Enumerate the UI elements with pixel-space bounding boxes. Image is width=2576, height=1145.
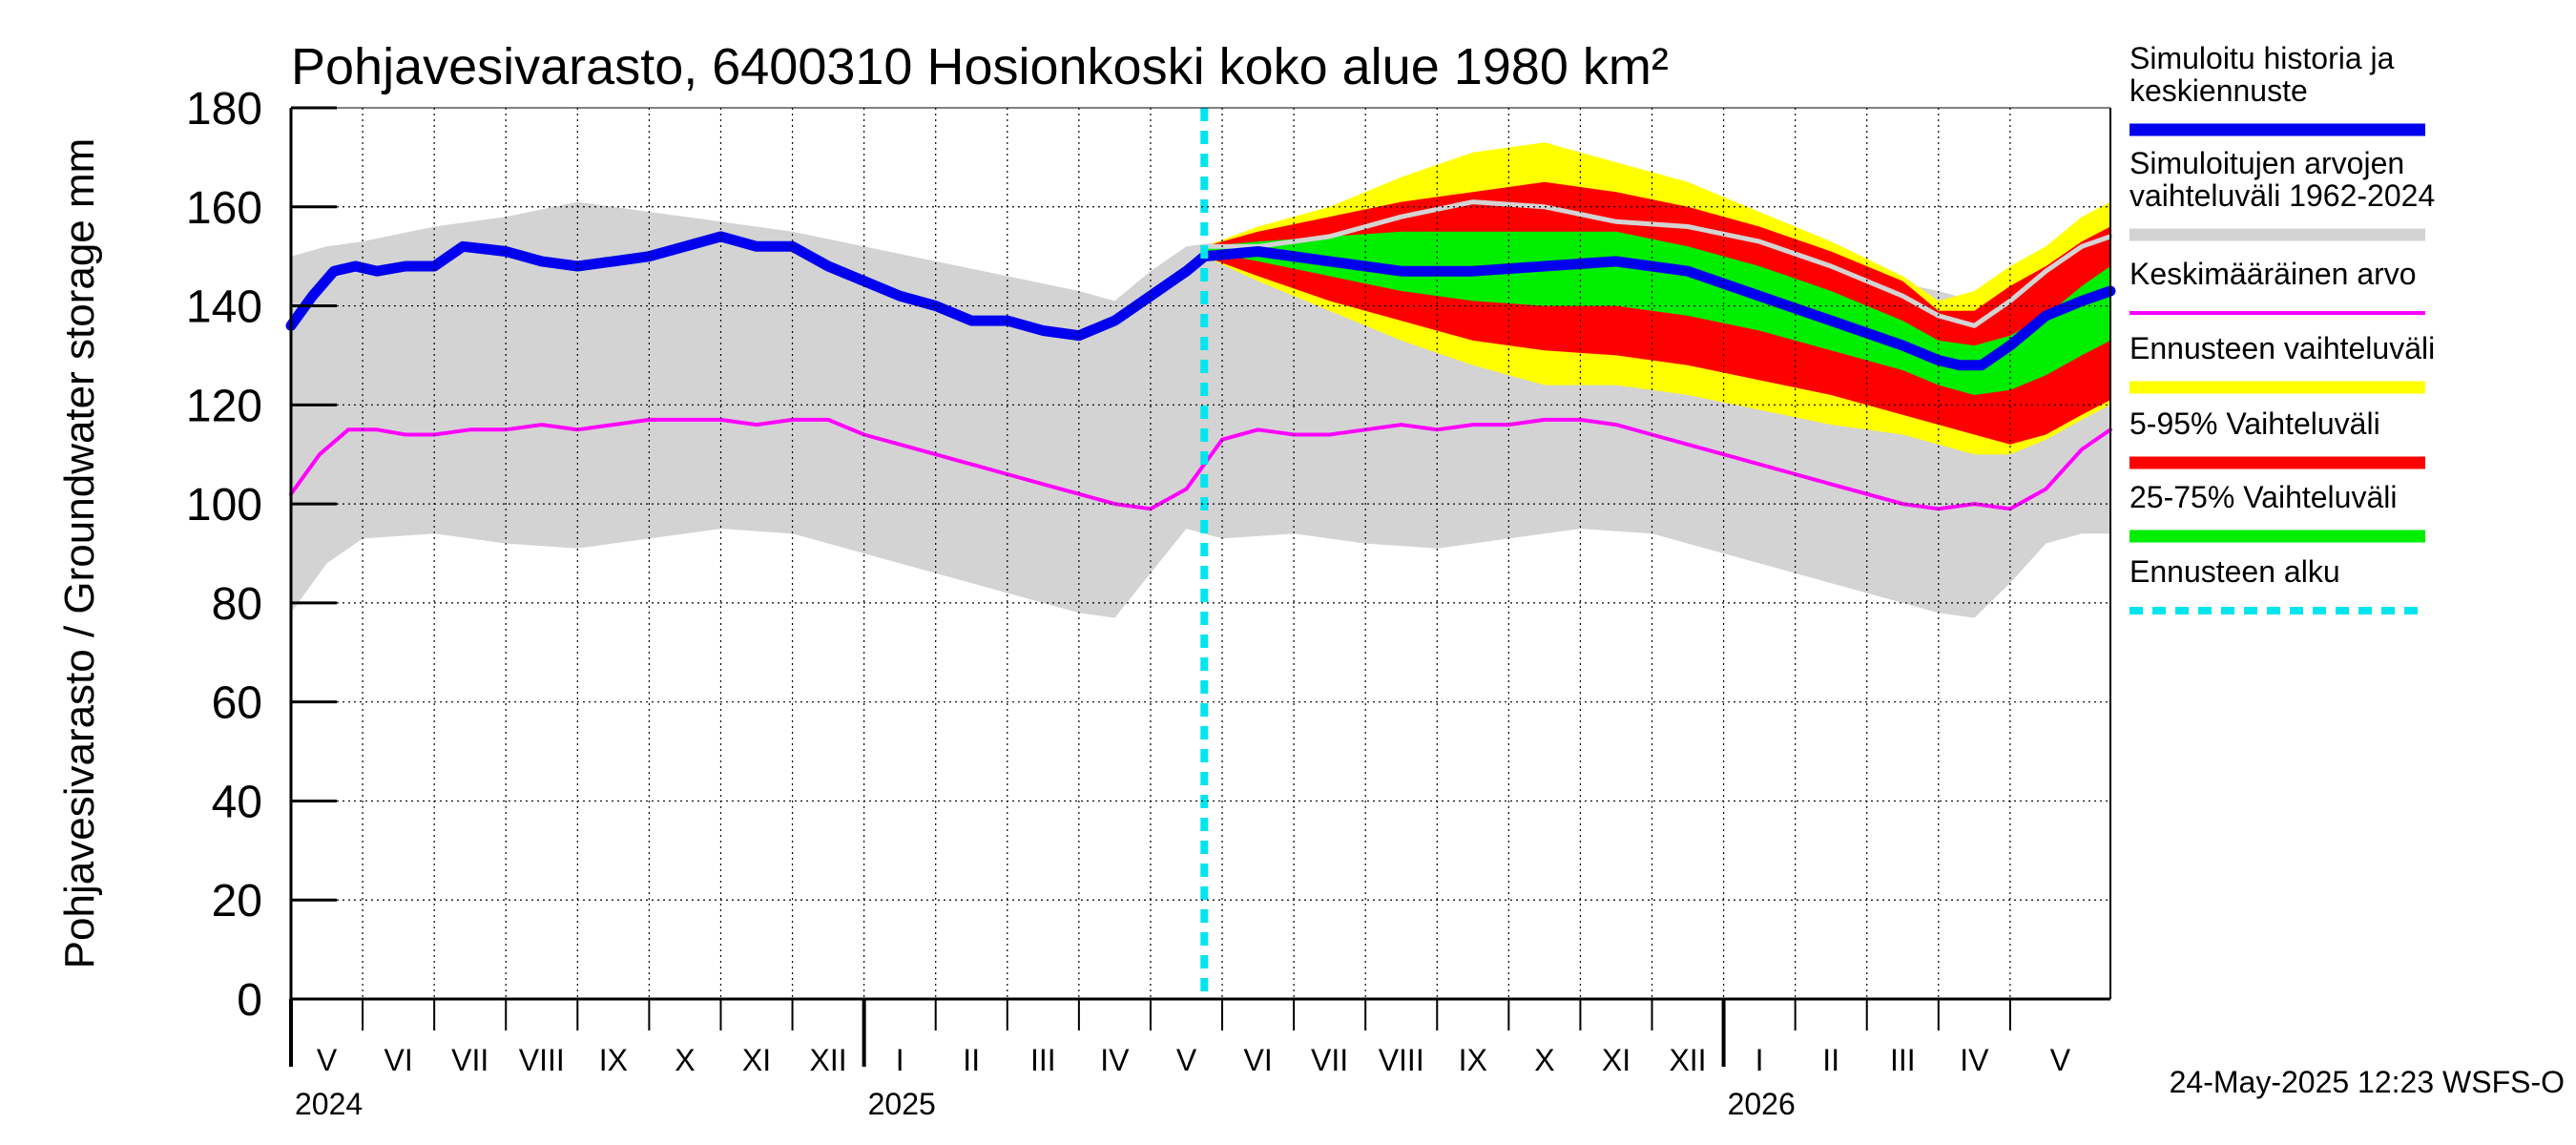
legend-label: 5-95% Vaihteluväli [2129, 406, 2380, 441]
y-tick-label: 120 [186, 381, 262, 431]
y-tick-label: 0 [237, 975, 262, 1026]
y-tick-label: 20 [212, 876, 262, 926]
month-label: I [1755, 1043, 1764, 1077]
y-tick-label: 180 [186, 84, 262, 135]
month-label: VII [1311, 1043, 1348, 1077]
month-label: VI [1243, 1043, 1272, 1077]
lines-layer [285, 108, 2116, 999]
y-tick-label: 40 [212, 777, 262, 827]
y-tick-label: 80 [212, 579, 262, 630]
y-tick-label: 160 [186, 183, 262, 234]
month-label: X [675, 1043, 695, 1077]
month-label: VI [384, 1043, 412, 1077]
month-label: XI [742, 1043, 771, 1077]
month-label: III [1030, 1043, 1056, 1077]
legend-label: Ennusteen alku [2129, 554, 2340, 589]
month-label: VIII [519, 1043, 565, 1077]
month-label: XII [1669, 1043, 1706, 1077]
footer-timestamp: 24-May-2025 12:23 WSFS-O [2170, 1065, 2565, 1099]
mean-line [289, 417, 2112, 511]
legend-label: Keskimääräinen arvo [2129, 257, 2417, 291]
month-label: II [963, 1043, 980, 1077]
y-axis-label: Pohjavesivarasto / Groundwater storage m… [56, 138, 103, 969]
year-label: 2025 [868, 1087, 936, 1121]
month-label: X [1534, 1043, 1554, 1077]
upper-trace-line [1201, 199, 2113, 328]
y-tick-label: 100 [186, 480, 262, 531]
month-label: IX [1459, 1043, 1487, 1077]
year-label: 2024 [295, 1087, 363, 1121]
median-line [285, 231, 2116, 371]
legend-label: Simuloitu historia ja [2129, 41, 2395, 75]
month-label: V [2050, 1043, 2071, 1077]
chart-title: Pohjavesivarasto, 6400310 Hosionkoski ko… [291, 38, 1669, 95]
month-label: V [1176, 1043, 1197, 1077]
month-label: III [1890, 1043, 1916, 1077]
month-label: II [1822, 1043, 1839, 1077]
month-label: XII [810, 1043, 847, 1077]
month-label: I [896, 1043, 904, 1077]
month-label: IV [1100, 1043, 1130, 1077]
month-label: IV [1960, 1043, 1989, 1077]
legend-label: vaihteluväli 1962-2024 [2129, 178, 2435, 213]
legend-label: Ennusteen vaihteluväli [2129, 331, 2435, 365]
month-label: VIII [1379, 1043, 1424, 1077]
y-tick-label: 140 [186, 282, 262, 333]
month-label: VII [451, 1043, 488, 1077]
legend-label: Simuloitujen arvojen [2129, 146, 2404, 180]
legend-label: 25-75% Vaihteluväli [2129, 480, 2397, 514]
y-tick-label: 60 [212, 678, 262, 729]
month-label: IX [599, 1043, 628, 1077]
month-label: XI [1602, 1043, 1631, 1077]
year-label: 2026 [1728, 1087, 1796, 1121]
month-label: V [317, 1043, 338, 1077]
legend-label: keskiennuste [2129, 73, 2308, 108]
